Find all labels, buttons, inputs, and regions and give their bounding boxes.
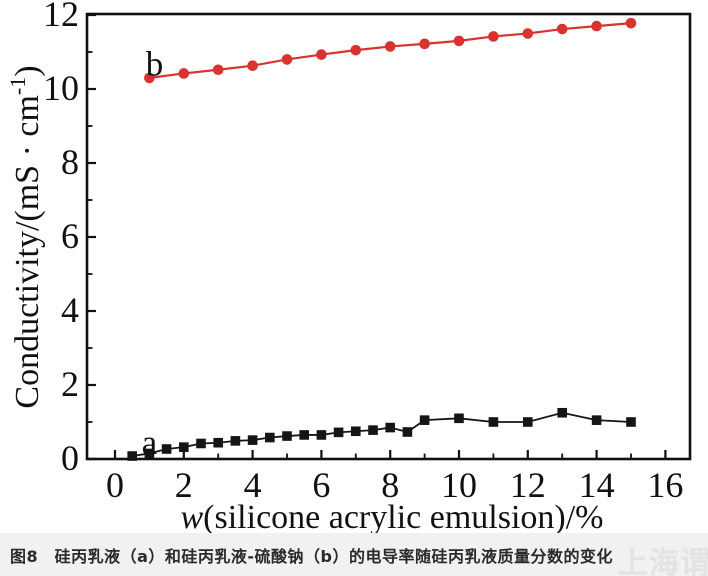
x-tick-label: 14 [579, 465, 615, 505]
series-a-marker [488, 417, 499, 427]
chart-figure: 0 2 4 6 8 10 12 14 16 0 2 4 6 8 10 12 w(silicone acrylic… [5, 0, 692, 533]
y-tick-label: 2 [61, 364, 79, 404]
series-a-marker [591, 415, 602, 425]
y-tick-label: 0 [61, 438, 79, 478]
series-b-marker [144, 72, 155, 84]
series-a-marker [557, 407, 567, 418]
series-a-marker [127, 451, 137, 461]
series-a-marker [385, 422, 395, 433]
x-tick-label: 10 [441, 465, 477, 505]
series-a-marker [523, 417, 533, 427]
series-a-marker [161, 444, 172, 454]
series-b-marker [591, 20, 602, 32]
series-a-label: a [142, 423, 158, 462]
series-b-marker [281, 54, 293, 65]
plot-frame [85, 12, 692, 461]
series-a-marker [454, 413, 464, 424]
series-a-marker [419, 415, 430, 425]
series-b-marker [247, 60, 258, 71]
series-b-marker [488, 31, 499, 42]
series-a-marker [333, 427, 344, 438]
series-b-marker [419, 38, 430, 50]
y-tick-label: 12 [43, 0, 79, 34]
x-tick-label: 8 [381, 465, 399, 505]
series-a-marker [213, 437, 223, 448]
series-a-marker [299, 430, 309, 440]
x-tick-label: 6 [312, 465, 330, 505]
x-tick-label: 2 [175, 465, 193, 505]
y-tick-label: 10 [43, 68, 79, 108]
series-b-marker [350, 44, 362, 56]
x-tick-label: 4 [244, 465, 262, 505]
series-b-marker [178, 68, 190, 79]
series-a-marker [265, 432, 275, 443]
y-tick-label: 6 [61, 216, 79, 256]
x-tick-label: 16 [647, 465, 683, 505]
series-a-marker [402, 427, 413, 437]
series-b-marker [316, 49, 327, 60]
x-tick-label: 12 [510, 465, 546, 505]
series-a-marker [230, 436, 241, 446]
figure-caption: 图8 硅丙乳液（a）和硅丙乳液-硫酸钠（b）的电导率随硅丙乳液质量分数的变化 [9, 546, 614, 566]
y-axis-title: Conductivity/(mS · cm-1) [5, 65, 46, 408]
series-b-marker [556, 23, 568, 35]
series-a-marker [368, 425, 378, 435]
series-b-marker [522, 28, 534, 39]
series-b-marker [625, 17, 637, 29]
series-a-marker [179, 442, 189, 452]
series-a-marker [351, 426, 361, 437]
series-b-marker [453, 35, 465, 47]
series-a-marker [626, 417, 636, 427]
x-tick-label: 0 [106, 465, 124, 505]
series-a-line [132, 411, 632, 457]
y-tick-label: 4 [61, 290, 79, 330]
series-a-marker [144, 448, 155, 459]
series-b-marker [212, 64, 224, 76]
series-a-marker [247, 435, 258, 445]
series-b-label: b [146, 44, 164, 83]
series-a-marker [196, 438, 206, 449]
series-b-marker [384, 41, 396, 52]
caption-bar: 图8 硅丙乳液（a）和硅丙乳液-硫酸钠（b）的电导率随硅丙乳液质量分数的变化 [0, 533, 708, 576]
y-tick-label: 8 [61, 142, 79, 182]
series-a-marker [316, 430, 327, 440]
x-axis-title: w(silicone acrylic emulsion)/% [180, 499, 603, 533]
series-a-marker [282, 431, 292, 441]
